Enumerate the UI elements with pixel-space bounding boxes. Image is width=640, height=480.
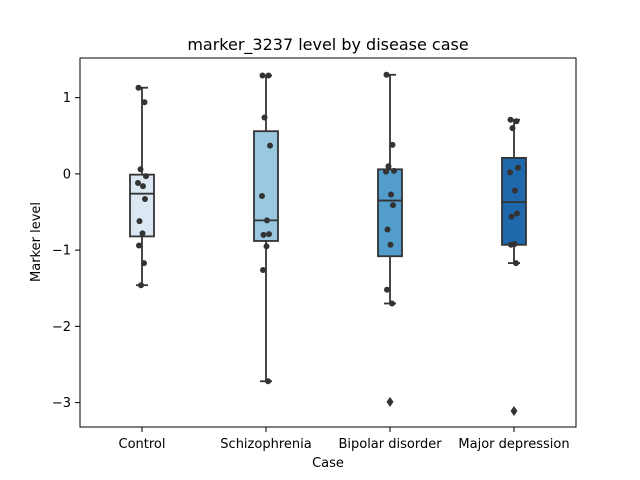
x-tick-label: Schizophrenia — [220, 437, 311, 452]
data-point — [135, 84, 142, 91]
box-iqr — [253, 130, 279, 242]
data-point — [389, 141, 396, 148]
data-point — [384, 286, 390, 293]
data-point — [383, 168, 389, 175]
box-iqr — [377, 168, 403, 258]
data-point — [384, 226, 391, 233]
x-tick-label: Major depression — [458, 437, 569, 452]
data-point — [391, 167, 397, 174]
data-point — [267, 142, 273, 149]
data-point — [263, 243, 270, 250]
data-point — [139, 230, 146, 237]
data-point — [140, 183, 146, 190]
y-tick-label: −1 — [52, 244, 71, 259]
x-tick-label: Control — [119, 437, 166, 452]
plot-frame — [79, 57, 577, 428]
chart-title: marker_3237 level by disease case — [187, 35, 468, 55]
data-point — [507, 116, 514, 123]
data-point — [260, 266, 266, 273]
data-point — [265, 72, 272, 79]
y-axis: 1 0 −1 −2 −3 — [52, 91, 80, 411]
data-point — [513, 260, 519, 267]
data-point — [264, 217, 270, 224]
data-point — [508, 241, 514, 248]
y-axis-label: Marker level — [29, 202, 44, 282]
data-point — [388, 191, 394, 198]
box-group-2 — [253, 72, 279, 385]
data-point — [509, 125, 516, 132]
data-point — [261, 114, 268, 121]
data-point — [390, 202, 396, 209]
data-point — [141, 260, 147, 267]
data-point — [389, 300, 395, 307]
data-point — [513, 118, 520, 125]
x-tick-label: Bipolar disorder — [338, 437, 442, 452]
data-point — [141, 99, 148, 106]
box-group-4 — [501, 116, 527, 416]
data-point — [137, 166, 144, 173]
box-group-1 — [129, 84, 155, 289]
x-axis: Control Schizophrenia Bipolar disorder Majo… — [119, 427, 570, 452]
data-point — [135, 180, 141, 187]
data-point — [383, 71, 390, 78]
data-point — [259, 72, 266, 79]
data-point — [143, 173, 149, 180]
data-point — [260, 231, 267, 238]
x-axis-label: Case — [312, 456, 344, 471]
data-point — [385, 163, 392, 170]
data-point — [512, 187, 518, 194]
data-point — [514, 210, 520, 217]
data-point — [136, 242, 142, 249]
data-point — [138, 282, 144, 289]
y-tick-label: 0 — [63, 167, 71, 182]
data-point — [515, 164, 521, 171]
data-point — [266, 231, 272, 238]
y-tick-label: −2 — [52, 320, 71, 335]
outlier-point — [510, 405, 518, 416]
outlier-point — [386, 396, 394, 407]
y-tick-label: 1 — [63, 91, 71, 106]
plot-area — [129, 71, 527, 416]
data-point — [136, 218, 143, 225]
data-point — [259, 192, 265, 199]
data-point — [387, 241, 394, 248]
data-point — [507, 169, 513, 176]
data-point — [508, 213, 515, 220]
data-point — [265, 378, 271, 385]
y-tick-label: −3 — [52, 396, 71, 411]
data-point — [142, 196, 148, 203]
box-group-3 — [377, 71, 403, 407]
